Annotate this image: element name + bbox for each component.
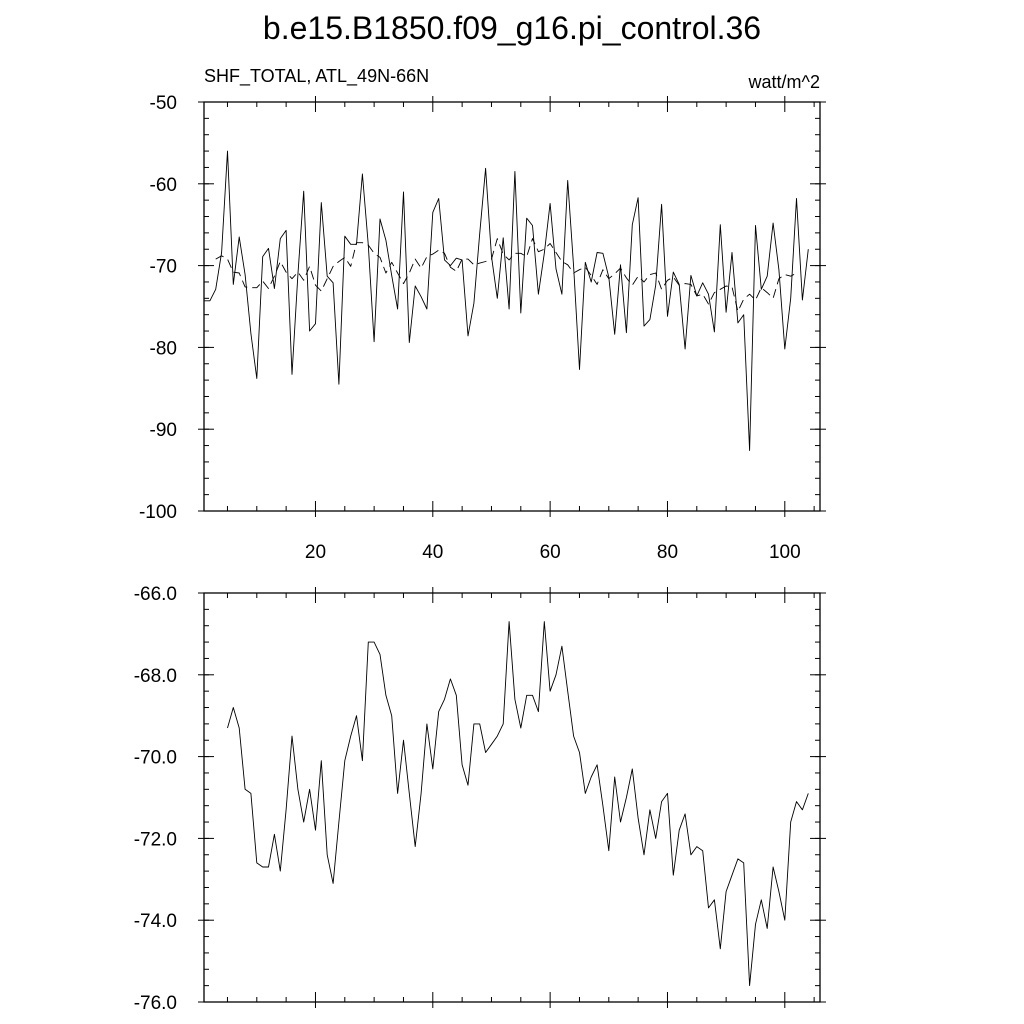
bottom-y-tick-label: -74.0 <box>134 911 177 932</box>
bottom-y-tick-label: -76.0 <box>134 993 177 1014</box>
top-plot-panel: -100 -90 -80 -70 -60 -50 20 40 60 80 100 <box>139 93 826 563</box>
top-series-dashed-line <box>215 238 797 312</box>
top-x-tick-label: 20 <box>305 542 326 563</box>
units-label: watt/m^2 <box>748 72 820 92</box>
top-x-tick-label: 60 <box>540 542 561 563</box>
bottom-series-solid-line <box>227 621 809 987</box>
top-y-tick-label: -50 <box>150 93 177 114</box>
bottom-plot-frame <box>203 592 821 1003</box>
bottom-y-tick-label: -68.0 <box>134 666 177 687</box>
bottom-y-tick-label: -66.0 <box>134 584 177 605</box>
top-y-tick-label: -100 <box>139 502 177 523</box>
bottom-y-tick-label: -72.0 <box>134 829 177 850</box>
top-series-solid-line <box>204 150 809 451</box>
bottom-y-tick-label: -70.0 <box>134 748 177 769</box>
top-y-tick-label: -80 <box>150 338 177 359</box>
top-plot-frame <box>203 101 821 512</box>
top-x-tick-label: 80 <box>657 542 678 563</box>
variable-region-label: SHF_TOTAL, ATL_49N-66N <box>204 66 429 87</box>
top-x-tick-label: 100 <box>769 542 801 563</box>
top-y-tick-label: -90 <box>150 420 177 441</box>
chart-title: b.e15.B1850.f09_g16.pi_control.36 <box>263 10 761 46</box>
top-y-tick-label: -70 <box>150 257 177 278</box>
bottom-plot-panel: -76.0 -74.0 -72.0 -70.0 -68.0 -66.0 <box>134 584 826 1014</box>
top-y-tick-label: -60 <box>150 175 177 196</box>
top-x-tick-label: 40 <box>422 542 443 563</box>
